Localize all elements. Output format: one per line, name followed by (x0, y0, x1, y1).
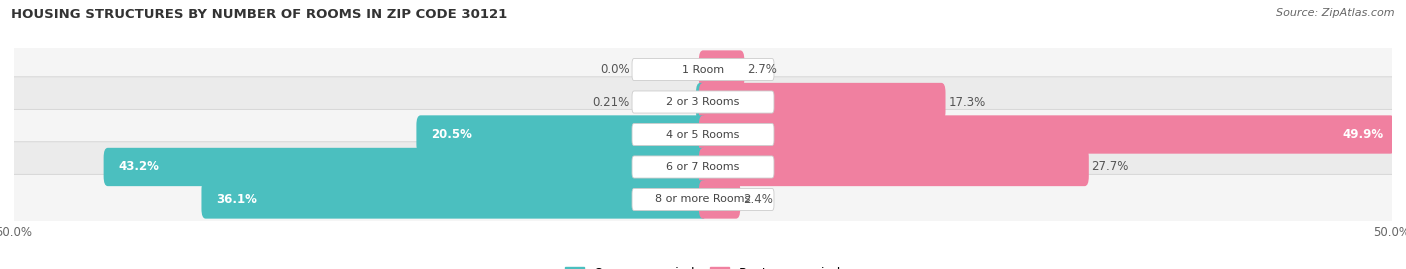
Text: 4 or 5 Rooms: 4 or 5 Rooms (666, 129, 740, 140)
FancyBboxPatch shape (633, 156, 773, 178)
Legend: Owner-occupied, Renter-occupied: Owner-occupied, Renter-occupied (565, 267, 841, 269)
Text: 6 or 7 Rooms: 6 or 7 Rooms (666, 162, 740, 172)
FancyBboxPatch shape (416, 115, 707, 154)
FancyBboxPatch shape (201, 180, 707, 219)
FancyBboxPatch shape (633, 123, 773, 146)
Text: 20.5%: 20.5% (432, 128, 472, 141)
FancyBboxPatch shape (699, 83, 945, 121)
FancyBboxPatch shape (696, 83, 707, 121)
Text: 2 or 3 Rooms: 2 or 3 Rooms (666, 97, 740, 107)
Text: 36.1%: 36.1% (217, 193, 257, 206)
Text: 2.7%: 2.7% (747, 63, 778, 76)
FancyBboxPatch shape (633, 91, 773, 113)
FancyBboxPatch shape (104, 148, 707, 186)
Text: 2.4%: 2.4% (742, 193, 773, 206)
Text: 49.9%: 49.9% (1343, 128, 1384, 141)
FancyBboxPatch shape (633, 58, 773, 81)
FancyBboxPatch shape (699, 115, 1395, 154)
Text: 8 or more Rooms: 8 or more Rooms (655, 194, 751, 204)
Text: 27.7%: 27.7% (1091, 161, 1129, 174)
Text: 17.3%: 17.3% (948, 95, 986, 108)
Text: 0.21%: 0.21% (593, 95, 630, 108)
FancyBboxPatch shape (10, 142, 1396, 192)
FancyBboxPatch shape (633, 188, 773, 211)
FancyBboxPatch shape (10, 77, 1396, 127)
Text: 43.2%: 43.2% (118, 161, 160, 174)
FancyBboxPatch shape (699, 50, 744, 89)
Text: 0.0%: 0.0% (600, 63, 630, 76)
Text: HOUSING STRUCTURES BY NUMBER OF ROOMS IN ZIP CODE 30121: HOUSING STRUCTURES BY NUMBER OF ROOMS IN… (11, 8, 508, 21)
FancyBboxPatch shape (699, 180, 740, 219)
FancyBboxPatch shape (699, 148, 1088, 186)
FancyBboxPatch shape (10, 174, 1396, 225)
Text: Source: ZipAtlas.com: Source: ZipAtlas.com (1277, 8, 1395, 18)
FancyBboxPatch shape (10, 44, 1396, 95)
Text: 1 Room: 1 Room (682, 65, 724, 75)
FancyBboxPatch shape (10, 109, 1396, 160)
